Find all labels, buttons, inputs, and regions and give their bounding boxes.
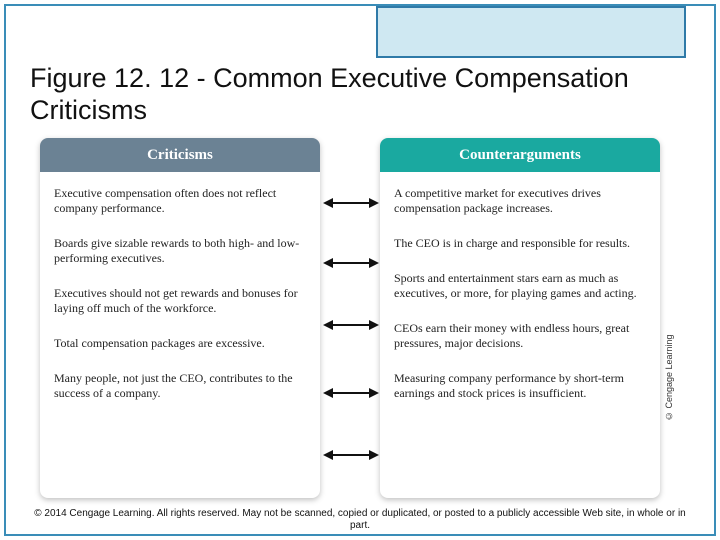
list-item: CEOs earn their money with endless hours… — [394, 315, 646, 365]
list-item: A competitive market for executives driv… — [394, 180, 646, 230]
double-arrow-icon — [323, 256, 379, 270]
criticisms-panel: Criticisms Executive compensation often … — [40, 138, 320, 498]
counterarguments-panel: Counterarguments A competitive market fo… — [380, 138, 660, 498]
criticisms-body: Executive compensation often does not re… — [40, 172, 320, 419]
counterarguments-header: Counterarguments — [380, 138, 660, 172]
double-arrow-icon — [323, 386, 379, 400]
double-arrow-icon — [323, 318, 379, 332]
counterarguments-body: A competitive market for executives driv… — [380, 172, 660, 419]
list-item: Sports and entertainment stars earn as m… — [394, 265, 646, 315]
list-item: Measuring company performance by short-t… — [394, 365, 646, 415]
title-placeholder-box — [376, 6, 686, 58]
criticisms-header: Criticisms — [40, 138, 320, 172]
slide-title: Figure 12. 12 - Common Executive Compens… — [30, 62, 690, 127]
list-item: Many people, not just the CEO, contribut… — [54, 365, 306, 415]
list-item: Executives should not get rewards and bo… — [54, 280, 306, 330]
list-item: Executive compensation often does not re… — [54, 180, 306, 230]
copyright-text: © 2014 Cengage Learning. All rights rese… — [30, 508, 690, 532]
list-item: Boards give sizable rewards to both high… — [54, 230, 306, 280]
arrow-column — [323, 178, 379, 488]
list-item: Total compensation packages are excessiv… — [54, 330, 306, 365]
list-item: The CEO is in charge and responsible for… — [394, 230, 646, 265]
double-arrow-icon — [323, 196, 379, 210]
vertical-credit: © Cengage Learning — [664, 318, 678, 438]
figure: Criticisms Executive compensation often … — [40, 138, 680, 498]
double-arrow-icon — [323, 448, 379, 462]
